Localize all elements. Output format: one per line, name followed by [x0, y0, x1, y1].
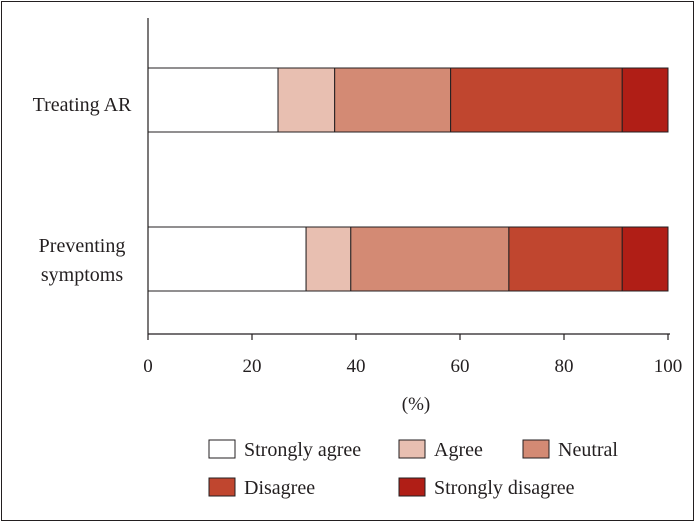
- bar-treating-ar-agree: [277, 67, 336, 133]
- bar-preventing-symptoms-neutral: [350, 226, 510, 292]
- legend-label-disagree: Disagree: [244, 477, 315, 499]
- bar-treating-ar-strongly-agree: [147, 67, 279, 133]
- legend: Strongly agree Agree Neutral Disagree Strong…: [208, 439, 618, 499]
- x-tick-label: 60: [451, 356, 470, 377]
- category-label-preventing-symptoms: Preventing symptoms: [39, 235, 126, 286]
- x-axis-label: (%): [402, 394, 430, 415]
- x-tick-label: 0: [143, 356, 153, 377]
- category-labels: Treating AR Preventing symptoms: [33, 94, 132, 286]
- legend-swatch-strongly-agree: [208, 439, 236, 459]
- x-tick-label: 100: [654, 356, 683, 377]
- legend-swatch-strongly-disagree: [398, 477, 426, 497]
- bar-preventing-symptoms-disagree: [508, 226, 623, 292]
- bars-layer: [147, 67, 669, 292]
- bar-treating-ar-strongly-disagree: [621, 67, 669, 133]
- bar-preventing-symptoms-strongly-agree: [147, 226, 307, 292]
- x-tick-label: 40: [347, 356, 366, 377]
- legend-swatch-disagree: [208, 477, 236, 497]
- x-tick-label: 20: [243, 356, 262, 377]
- bar-treating-ar-neutral: [334, 67, 452, 133]
- bar-preventing-symptoms-agree: [305, 226, 352, 292]
- bar-treating-ar-disagree: [450, 67, 623, 133]
- legend-label-strongly-disagree: Strongly disagree: [434, 477, 575, 499]
- category-label-treating-ar: Treating AR: [33, 94, 132, 116]
- legend-label-neutral: Neutral: [558, 439, 618, 461]
- legend-swatch-agree: [398, 439, 426, 459]
- x-ticks: 0 20 40 60 80 100: [143, 334, 682, 377]
- legend-swatch-neutral: [522, 439, 550, 459]
- bar-preventing-symptoms-strongly-disagree: [621, 226, 669, 292]
- legend-label-agree: Agree: [434, 439, 483, 461]
- x-tick-label: 80: [555, 356, 574, 377]
- legend-label-strongly-agree: Strongly agree: [244, 439, 361, 461]
